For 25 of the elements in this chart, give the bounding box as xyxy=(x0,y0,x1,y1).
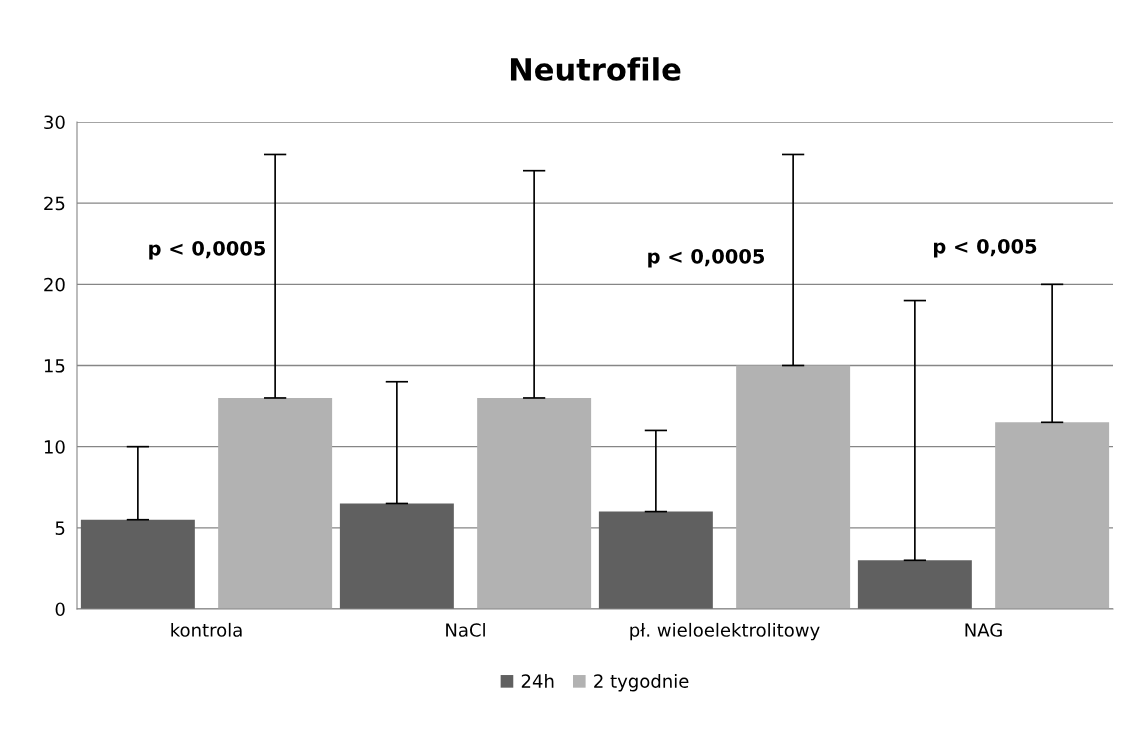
y-tick-label: 0 xyxy=(55,602,65,617)
annotation: p < 0,005 xyxy=(934,238,1037,258)
bar xyxy=(598,511,713,609)
bar xyxy=(80,519,195,609)
y-tick-label: 5 xyxy=(55,521,65,535)
chart-title: Neutrofile xyxy=(510,57,681,81)
bar xyxy=(339,503,454,609)
legend-label: 2 tygodnie xyxy=(594,673,689,692)
bar xyxy=(218,397,333,609)
y-tick-label: 30 xyxy=(44,115,65,130)
x-tick-label: kontrola xyxy=(171,622,242,637)
x-tick-label: NAG xyxy=(965,623,1002,637)
bar xyxy=(736,365,851,609)
y-tick-label: 15 xyxy=(44,359,65,373)
y-tick-label: 25 xyxy=(44,196,65,211)
annotation: p < 0,0005 xyxy=(648,248,765,268)
legend-label: 24h xyxy=(521,673,554,688)
x-tick-label: NaCl xyxy=(446,622,485,637)
y-tick-label: 10 xyxy=(44,440,65,454)
annotation: p < 0,0005 xyxy=(149,240,266,260)
bar xyxy=(857,560,972,609)
bar xyxy=(995,422,1110,609)
x-tick-label: pł. wieloelektrolitowy xyxy=(630,622,820,641)
y-tick-label: 20 xyxy=(44,277,65,292)
bar xyxy=(477,397,592,609)
